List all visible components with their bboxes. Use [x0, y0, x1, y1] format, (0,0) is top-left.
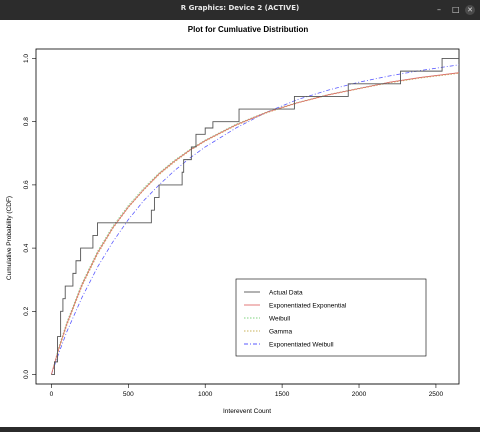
y-tick-label: 0.0: [23, 370, 30, 379]
legend: Actual Data Exponentiated Exponential Weib…: [235, 278, 427, 357]
series-exponentiated-exponential: [50, 72, 460, 375]
legend-label: Exponentiated Weibull: [269, 341, 334, 348]
y-tick-label: 0.8: [23, 117, 30, 126]
minimize-button[interactable]: –: [437, 5, 441, 14]
x-tick-label: 2500: [429, 391, 444, 398]
x-tick-label: 1000: [198, 391, 213, 398]
cdf-chart: Plot for Cumluative Distribution 0 500 100…: [6, 25, 460, 415]
maximize-button[interactable]: □: [452, 5, 460, 14]
x-axis-label: Interevent Count: [223, 408, 271, 415]
y-tick-label: 0.2: [23, 306, 30, 315]
series-weibull: [50, 72, 460, 375]
legend-label: Exponentiated Exponential: [269, 302, 347, 309]
y-axis-label: Cumulative Probability (CDF): [6, 196, 13, 280]
plot-canvas: Plot for Cumluative Distribution 0 500 100…: [0, 20, 480, 427]
window-title: R Graphics: Device 2 (ACTIVE): [180, 4, 300, 12]
legend-box: [235, 278, 427, 357]
close-button[interactable]: ✕: [465, 5, 475, 15]
y-tick-label: 1.0: [23, 54, 30, 63]
x-tick-label: 0: [50, 391, 54, 398]
legend-label: Gamma: [269, 328, 293, 335]
y-tick-label: 0.6: [23, 180, 30, 189]
y-tick-label: 0.4: [23, 243, 30, 252]
chart-title: Plot for Cumluative Distribution: [188, 25, 309, 34]
series-layer: [50, 58, 460, 375]
x-tick-label: 1500: [275, 391, 290, 398]
legend-label: Actual Data: [269, 289, 303, 296]
x-tick-label: 500: [123, 391, 134, 398]
x-tick-label: 2000: [352, 391, 367, 398]
series-actual-data: [51, 58, 459, 375]
legend-label: Weibull: [269, 315, 291, 322]
title-bar[interactable]: R Graphics: Device 2 (ACTIVE) – □ ✕: [0, 0, 480, 20]
axes: 0 500 1000 1500 2000 2500 0.0 0.2 0.4 0.6 0.8 1.0: [23, 54, 444, 398]
